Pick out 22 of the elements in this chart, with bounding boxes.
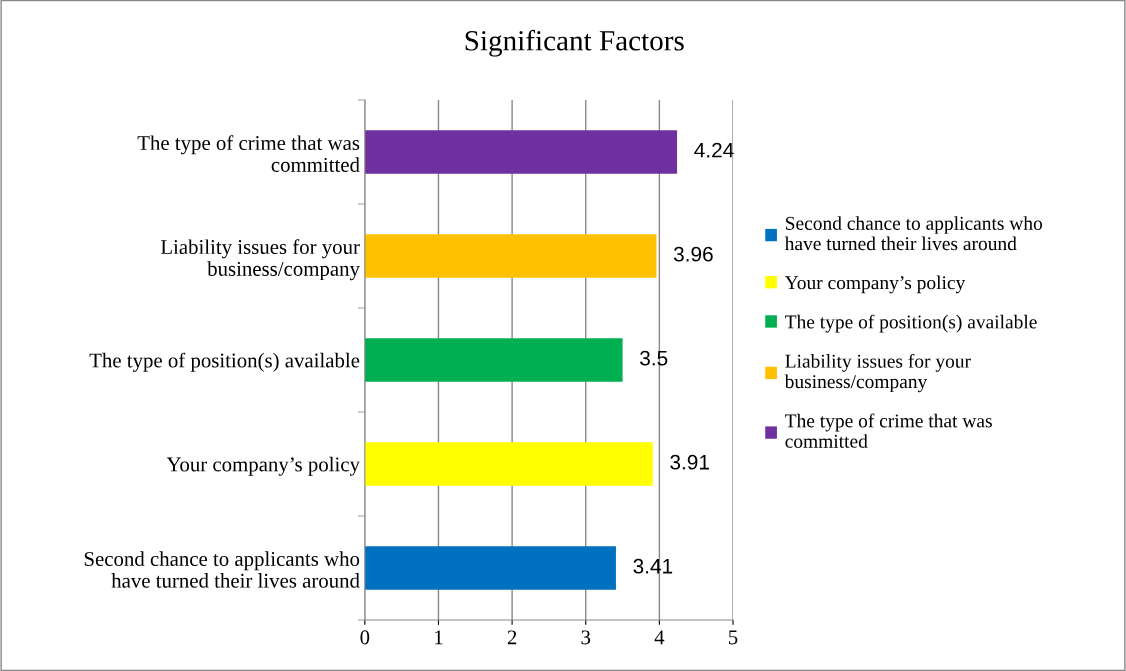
legend-label: The type of position(s) available	[785, 314, 1037, 333]
y-tick-label: The type of crime that was committed	[137, 135, 360, 172]
x-tick-label: 5	[729, 630, 738, 645]
y-tick-label: Your company’s policy	[166, 456, 360, 476]
x-tick-label: 4	[654, 630, 665, 645]
x-tick-label: 0	[360, 630, 370, 645]
y-tick-label: The type of position(s) available	[89, 352, 360, 372]
data-label: 3.41	[633, 558, 673, 574]
chart-title: Significant Factors	[465, 29, 684, 57]
data-label: 3.5	[640, 350, 668, 366]
data-label: 3.96	[673, 246, 713, 262]
legend-label: The type of crime that was committed	[785, 413, 992, 448]
x-tick-label: 2	[507, 630, 517, 645]
data-label: 4.24	[694, 142, 734, 158]
y-tick-label: Liability issues for your business/company	[160, 239, 360, 281]
legend-label: Your company’s policy	[784, 275, 966, 294]
legend-label: Second chance to applicants who have turned their lives around	[784, 216, 1043, 251]
legend-label: Liability issues for your business/company	[784, 353, 971, 393]
y-tick-label: Second chance to applicants who have turned their lives around	[84, 551, 360, 588]
data-label: 3.91	[670, 454, 709, 470]
x-tick-label: 3	[581, 630, 591, 645]
x-tick-label: 1	[435, 630, 443, 645]
